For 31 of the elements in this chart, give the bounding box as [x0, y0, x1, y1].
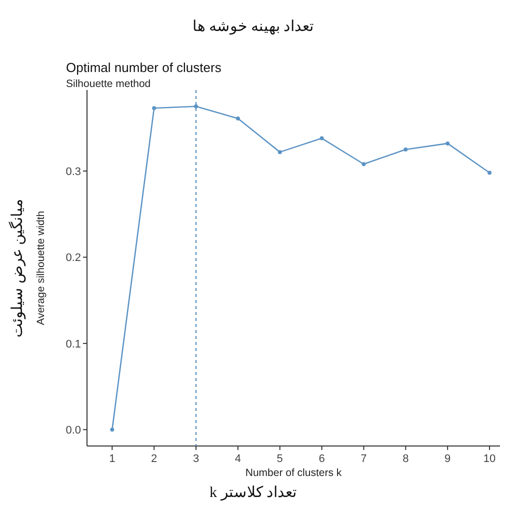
x-tick-label: 10: [483, 453, 496, 465]
y-axis-title: Average silhouette width: [35, 210, 47, 326]
x-tick-label: 7: [360, 453, 367, 465]
point: [446, 141, 450, 146]
x-tick-label: 6: [318, 453, 325, 465]
x-tick-label: 5: [276, 453, 283, 465]
point: [236, 116, 240, 120]
point: [110, 428, 114, 432]
point: [404, 147, 408, 152]
y-tick-label: 0.1: [66, 338, 81, 350]
point: [488, 170, 492, 175]
point: [362, 162, 366, 166]
y-tick-label: 0.0: [66, 424, 81, 437]
x-axis-title: Number of clusters k: [245, 467, 342, 479]
x-tick-label: 2: [151, 453, 158, 465]
text: میانگین عرض سیلوئت: [8, 198, 26, 338]
text: تعداد بهینه خوشه ها: [192, 19, 314, 35]
point: [152, 106, 156, 110]
x-tick-label: 4: [234, 453, 242, 465]
point: [194, 104, 198, 108]
y-tick-label: 0.3: [66, 166, 81, 178]
x-tick-label: 9: [444, 453, 451, 465]
x-tick-label: 1: [109, 453, 116, 465]
y-tick-label: 0.2: [66, 252, 81, 264]
text: تعداد کلاستر k: [210, 485, 296, 501]
chart-title: Optimal number of clusters: [66, 60, 222, 75]
point: [320, 136, 324, 140]
x-tick-label: 3: [192, 453, 200, 465]
chart-subtitle: Silhouette method: [66, 78, 151, 90]
point: [278, 150, 282, 154]
x-tick-label: 8: [402, 453, 409, 465]
